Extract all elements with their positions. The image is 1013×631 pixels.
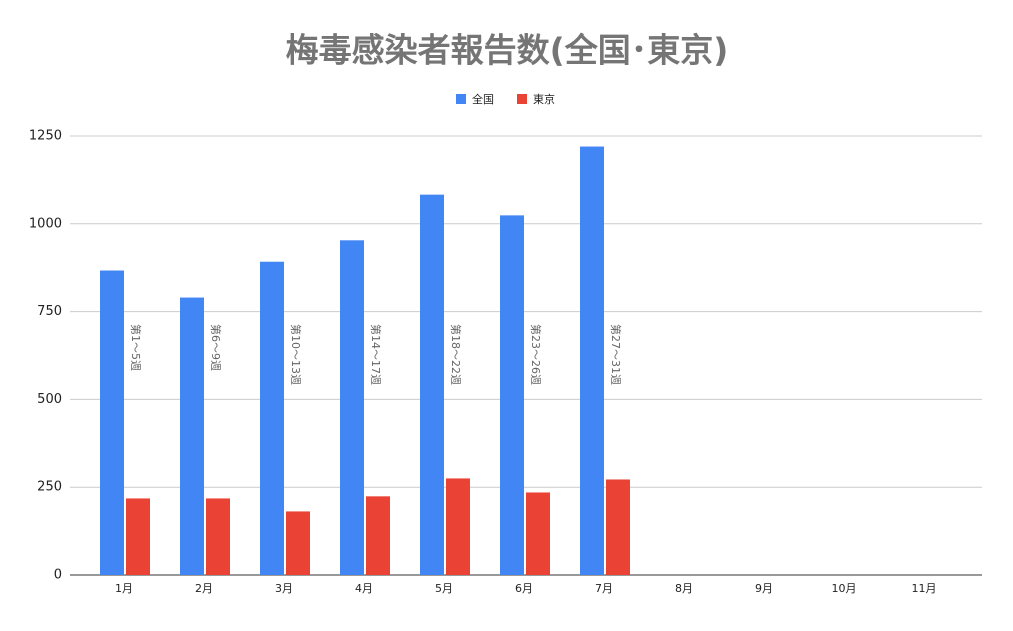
chart-title: 梅毒感染者報告数(全国･東京): [286, 31, 729, 70]
bar: [260, 261, 284, 575]
y-tick-label: 500: [37, 392, 62, 407]
bar: [580, 146, 604, 575]
x-tick-label: 1月: [115, 582, 133, 595]
bar: [606, 479, 630, 575]
x-tick-label: 4月: [355, 582, 373, 595]
bar: [286, 511, 310, 575]
bar: [206, 498, 230, 575]
legend-swatch: [517, 94, 527, 104]
y-tick-label: 1000: [29, 216, 62, 231]
y-tick-label: 750: [37, 304, 62, 319]
legend-label: 東京: [533, 92, 555, 106]
y-tick-label: 1250: [29, 129, 62, 144]
bar: [100, 270, 124, 575]
x-tick-label: 10月: [832, 582, 857, 595]
x-tick-label: 2月: [195, 582, 213, 595]
x-tick-label: 7月: [595, 582, 613, 595]
annotation: 第10～13週: [289, 324, 303, 385]
annotation: 第18～22週: [449, 324, 463, 385]
annotation: 第27～31週: [609, 324, 623, 385]
x-tick-label: 8月: [675, 582, 693, 595]
x-tick-label: 6月: [515, 582, 533, 595]
x-tick-label: 5月: [435, 582, 453, 595]
bar: [366, 496, 390, 575]
annotation: 第14～17週: [369, 324, 383, 385]
bar: [526, 492, 550, 575]
x-tick-label: 11月: [912, 582, 937, 595]
x-tick-label: 9月: [755, 582, 773, 595]
bar: [340, 240, 364, 575]
bar: [126, 498, 150, 575]
legend-label: 全国: [472, 92, 494, 106]
y-tick-label: 0: [54, 568, 62, 583]
bar: [500, 215, 524, 575]
annotation: 第6～9週: [209, 324, 223, 371]
bar: [446, 478, 470, 575]
legend-swatch: [456, 94, 466, 104]
x-tick-label: 3月: [275, 582, 293, 595]
y-tick-label: 250: [37, 480, 62, 495]
bar: [420, 194, 444, 576]
annotation: 第23～26週: [529, 324, 543, 385]
annotation: 第1～5週: [129, 324, 143, 371]
bar: [180, 297, 204, 575]
